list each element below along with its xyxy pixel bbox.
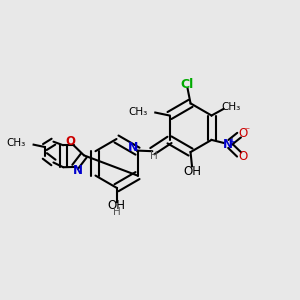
Text: CH₃: CH₃ (6, 139, 26, 148)
Text: O: O (65, 135, 75, 148)
Text: Cl: Cl (180, 77, 194, 91)
Text: OH: OH (107, 199, 125, 212)
Text: N: N (73, 164, 83, 177)
Text: ⁻: ⁻ (245, 126, 250, 136)
Text: OH: OH (183, 165, 201, 178)
Text: +: + (228, 136, 235, 146)
Text: H: H (150, 151, 158, 160)
Text: CH₃: CH₃ (221, 102, 240, 112)
Text: N: N (223, 138, 233, 151)
Text: O: O (238, 150, 247, 163)
Text: N: N (128, 141, 138, 154)
Text: O: O (238, 127, 247, 140)
Text: CH₃: CH₃ (128, 107, 147, 117)
Text: H: H (112, 206, 120, 217)
